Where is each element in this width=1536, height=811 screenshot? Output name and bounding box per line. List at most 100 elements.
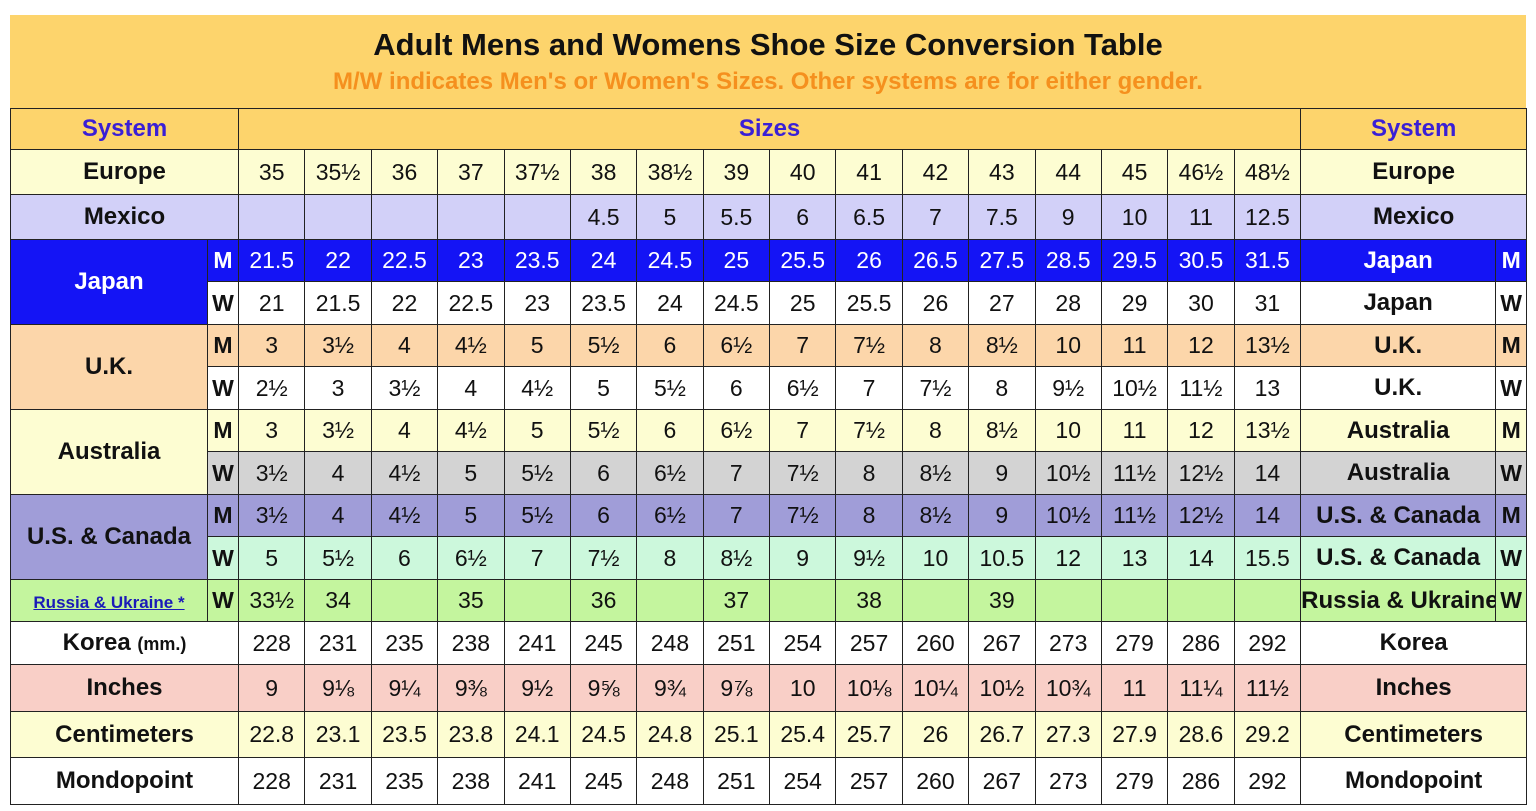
row-label-right: Japan xyxy=(1300,239,1497,282)
size-cell: 8½ xyxy=(702,536,771,580)
size-cell: 4 xyxy=(304,494,372,537)
size-cell: 9 xyxy=(238,664,306,712)
size-cell: 228 xyxy=(238,757,306,805)
size-cell: 9½ xyxy=(503,664,571,712)
size-cell xyxy=(769,579,837,622)
size-cell: 241 xyxy=(503,757,571,805)
size-cell: 36 xyxy=(370,149,439,195)
size-cell: 4½ xyxy=(503,366,571,410)
size-cell: 6½ xyxy=(636,451,704,495)
gender-marker: M xyxy=(206,409,240,452)
size-cell: 14 xyxy=(1233,494,1302,537)
size-cell: 14 xyxy=(1233,451,1302,495)
gender-marker-right: M xyxy=(1495,324,1528,367)
table-row: Centimeters 22.8 23.1 23.5 23.8 24.1 24.5 24.8 2… xyxy=(9,711,1528,758)
size-cell: 3½ xyxy=(238,494,306,537)
size-cell: 5½ xyxy=(636,366,704,410)
size-cell: 24.5 xyxy=(569,711,638,758)
gender-marker-right: M xyxy=(1495,239,1528,282)
table-row: Inches 9 9⅛ 9¼ 9⅜ 9½ 9⅝ 9¾ 9⅞ 10 10⅛ 10¼ 10½ 10¾ 11 11¼… xyxy=(9,664,1528,712)
size-cell xyxy=(636,579,704,622)
unit-suffix: (mm.) xyxy=(137,634,187,654)
size-cell: 5½ xyxy=(503,494,571,537)
row-label-right: U.K. xyxy=(1300,324,1497,367)
size-cell: 260 xyxy=(901,757,970,805)
size-cell: 9½ xyxy=(835,536,903,580)
size-cell: 5½ xyxy=(503,451,571,495)
row-label-text: Mondopoint xyxy=(55,767,194,794)
size-cell: 24 xyxy=(636,281,704,325)
size-cell: 48½ xyxy=(1233,149,1302,195)
size-cell: 11 xyxy=(1100,409,1169,452)
size-cell: 251 xyxy=(702,621,771,665)
size-cell: 6½ xyxy=(702,409,771,452)
size-cell: 23.5 xyxy=(503,239,571,282)
size-cell: 5 xyxy=(503,409,571,452)
size-cell: 12 xyxy=(1167,409,1235,452)
size-cell: 257 xyxy=(835,621,903,665)
size-cell: 6 xyxy=(769,194,837,240)
row-label-text: Japan xyxy=(74,268,144,295)
size-cell: 39 xyxy=(968,579,1036,622)
row-label-right: Korea xyxy=(1300,621,1528,665)
size-cell: 8 xyxy=(835,494,903,537)
size-cell: 22.5 xyxy=(370,239,439,282)
size-cell: 267 xyxy=(968,757,1036,805)
size-cell: 30.5 xyxy=(1167,239,1235,282)
gender-marker-right: W xyxy=(1495,536,1528,580)
size-cell: 3 xyxy=(238,409,306,452)
size-cell: 7½ xyxy=(769,451,837,495)
size-cell: 6 xyxy=(702,366,771,410)
size-cell: 5½ xyxy=(569,409,638,452)
row-label: Inches xyxy=(9,664,240,712)
size-cell: 292 xyxy=(1233,757,1302,805)
size-cell: 5½ xyxy=(569,324,638,367)
size-cell: 3½ xyxy=(370,366,439,410)
size-cell: 4 xyxy=(370,409,439,452)
size-cell: 245 xyxy=(569,621,638,665)
size-cell: 248 xyxy=(636,757,704,805)
size-cell: 10 xyxy=(1034,409,1102,452)
size-cell: 245 xyxy=(569,757,638,805)
size-cell: 11 xyxy=(1100,664,1169,712)
row-label-text: Australia xyxy=(57,438,161,465)
table-row: Korea (mm.) 228 231 235 238 241 245 248 251 254 25… xyxy=(9,621,1528,665)
header-system-left: System xyxy=(9,108,240,150)
size-cell: 11½ xyxy=(1100,451,1169,495)
table-row: Japan M 21.5 22 22.5 23 23.5 24 24.5 25 25.5 26 26.5… xyxy=(10,239,1528,325)
size-cell: 27.5 xyxy=(968,239,1036,282)
size-cell: 4½ xyxy=(370,494,439,537)
size-cell: 3½ xyxy=(304,324,372,367)
size-cell: 10⅛ xyxy=(835,664,903,712)
size-cell: 286 xyxy=(1167,621,1235,665)
size-cell: 4½ xyxy=(437,324,505,367)
row-label: U.S. & Canada xyxy=(10,494,208,580)
row-label: Europe xyxy=(9,149,240,195)
size-cell: 6½ xyxy=(636,494,704,537)
row-label-right: U.S. & Canada xyxy=(1300,494,1497,537)
size-cell: 41 xyxy=(835,149,903,195)
row-label: Mexico xyxy=(9,194,240,240)
size-cell: 10.5 xyxy=(968,536,1036,580)
size-cell: 267 xyxy=(968,621,1036,665)
size-cell xyxy=(437,194,505,240)
size-cell: 13½ xyxy=(1233,409,1302,452)
size-cell: 3½ xyxy=(304,409,372,452)
gender-marker: M xyxy=(206,324,240,367)
russia-ukraine-link[interactable]: Russia & Ukraine * xyxy=(33,592,185,612)
size-cell: 27.3 xyxy=(1034,711,1102,758)
row-label-right: Europe xyxy=(1300,149,1528,195)
size-cell xyxy=(304,194,372,240)
size-cell: 7 xyxy=(702,494,771,537)
gender-marker: M xyxy=(206,239,240,282)
size-cell: 5 xyxy=(569,366,638,410)
size-cell: 10½ xyxy=(1034,494,1102,537)
size-cell: 7½ xyxy=(769,494,837,537)
size-cell: 5 xyxy=(238,536,306,580)
size-cell: 24.1 xyxy=(503,711,571,758)
size-cell: 40 xyxy=(769,149,837,195)
size-cell: 7½ xyxy=(901,366,970,410)
page-subtitle: M/W indicates Men's or Women's Sizes. Ot… xyxy=(333,68,1203,95)
size-cell: 31.5 xyxy=(1233,239,1302,282)
size-cell: 37½ xyxy=(503,149,571,195)
